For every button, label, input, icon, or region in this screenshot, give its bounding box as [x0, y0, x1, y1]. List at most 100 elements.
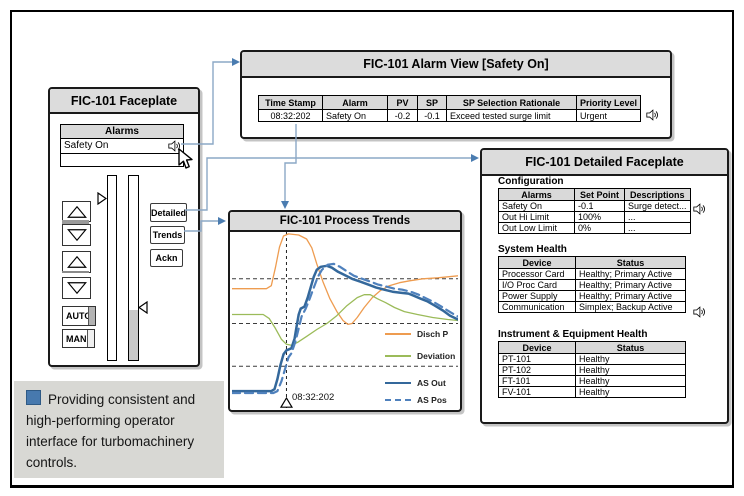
table-row[interactable]: Out Low Limit 0% ...	[498, 222, 691, 234]
col-time-stamp: Time Stamp	[258, 95, 323, 110]
table-row[interactable]: PT-102 Healthy	[498, 364, 686, 376]
alarm-row-empty	[61, 154, 183, 166]
legend-label: Disch P	[417, 329, 449, 339]
col-status: Status	[575, 256, 686, 269]
system-health-table: Device Status Processor Card Healthy; Pri…	[498, 256, 686, 313]
configuration-heading: Configuration	[498, 176, 564, 187]
detailed-faceplate-title: FIC-101 Detailed Faceplate	[482, 150, 727, 176]
man-label: MAN	[66, 333, 87, 344]
lower-out-button[interactable]	[62, 277, 91, 299]
col-device: Device	[498, 341, 576, 354]
legend-line-sample	[385, 333, 411, 335]
system-health-heading: System Health	[498, 244, 567, 255]
auto-indicator	[88, 307, 95, 325]
table-row[interactable]: Processor Card Healthy; Primary Active	[498, 268, 686, 280]
trend-plot	[232, 232, 458, 408]
table-row[interactable]: I/O Proc Card Healthy; Primary Active	[498, 279, 686, 291]
col-sp: SP	[417, 95, 447, 110]
cell-alarm: Safety On	[322, 109, 388, 122]
slider-marker-left-icon[interactable]	[138, 301, 148, 314]
lower-sp-button[interactable]	[62, 224, 91, 246]
cell-sp: -0.1	[417, 109, 447, 122]
speaker-icon[interactable]	[646, 109, 659, 121]
col-sp-rationale: SP Selection Rationale	[446, 95, 577, 110]
col-pv: PV	[387, 95, 418, 110]
caption-bullet-square	[26, 390, 41, 405]
detailed-button[interactable]: Detailed	[150, 203, 187, 222]
cell-priority: Urgent	[576, 109, 641, 122]
alarm-row-safety-on[interactable]: Safety On	[61, 139, 183, 154]
legend-line-sample	[385, 355, 411, 357]
output-slider-fill	[129, 310, 138, 360]
man-mode-button[interactable]: MAN	[62, 329, 95, 348]
speaker-icon[interactable]	[693, 306, 706, 318]
raise-out-button[interactable]	[62, 251, 91, 273]
triangle-down-icon	[66, 229, 87, 242]
alarm-table-row[interactable]: 08:32:202 Safety On -0.2 -0.1 Exceed tes…	[258, 109, 641, 122]
col-alarm: Alarm	[322, 95, 388, 110]
trend-chart: Disch P Deviation AS Out AS Pos 08:32:20…	[232, 232, 458, 408]
table-row[interactable]: FT-101 Healthy	[498, 375, 686, 387]
legend-label: AS Out	[417, 378, 446, 388]
speaker-icon[interactable]	[693, 203, 706, 215]
trends-button[interactable]: Trends	[150, 226, 185, 244]
table-row[interactable]: Communication Simplex; Backup Active	[498, 301, 686, 313]
table-row[interactable]: Power Supply Healthy; Primary Active	[498, 290, 686, 302]
pv-slider[interactable]	[107, 175, 117, 361]
cell-time-stamp: 08:32:202	[258, 109, 323, 122]
trends-button-label: Trends	[152, 230, 183, 240]
ackn-button[interactable]: Ackn	[150, 249, 183, 267]
process-trends-title: FIC-101 Process Trends	[230, 212, 460, 232]
alarm-view-title: FIC-101 Alarm View [Safety On]	[242, 52, 670, 78]
configuration-table: Alarms Set Point Descriptions Safety On …	[498, 188, 691, 234]
legend-disch-p: Disch P	[385, 329, 448, 339]
col-descriptions: Descriptions	[624, 188, 691, 201]
output-slider[interactable]	[128, 175, 139, 361]
table-row[interactable]: FV-101 Healthy	[498, 386, 686, 398]
col-device: Device	[498, 256, 576, 269]
alarm-table: Time Stamp Alarm PV SP SP Selection Rati…	[258, 95, 641, 122]
cell-pv: -0.2	[387, 109, 418, 122]
detailed-button-label: Detailed	[151, 207, 187, 218]
table-row[interactable]: PT-101 Healthy	[498, 353, 686, 365]
alarm-row-label: Safety On	[64, 140, 109, 151]
instrument-health-table: Device Status PT-101 Healthy PT-102 Health…	[498, 341, 686, 398]
legend-deviation: Deviation	[385, 351, 455, 361]
triangle-up-icon	[66, 205, 87, 218]
cursor-arrow-icon	[178, 148, 193, 169]
caption-box: Providing consistent and high-performing…	[14, 381, 224, 478]
cell-sp-rationale: Exceed tested surge limit	[446, 109, 577, 122]
faceplate-title: FIC-101 Faceplate	[50, 89, 198, 114]
legend-as-pos: AS Pos	[385, 395, 447, 405]
col-priority: Priority Level	[576, 95, 641, 110]
alarm-table-header: Time Stamp Alarm PV SP SP Selection Rati…	[258, 95, 641, 110]
faceplate-alarm-list: Alarms Safety On	[60, 124, 184, 167]
alarms-list-header: Alarms	[61, 125, 183, 139]
speaker-icon[interactable]	[168, 140, 181, 152]
triangle-up-icon	[66, 255, 87, 268]
process-trends-panel: FIC-101 Process Trends Disch P Deviation…	[228, 210, 462, 412]
auto-mode-button[interactable]: AUTO	[62, 306, 96, 326]
ackn-button-label: Ackn	[155, 253, 178, 263]
instrument-health-heading: Instrument & Equipment Health	[498, 329, 648, 340]
faceplate-panel: FIC-101 Faceplate Alarms Safety On	[48, 87, 200, 367]
slider-marker-right-icon[interactable]	[97, 192, 107, 205]
figure-border	[10, 10, 734, 488]
table-row[interactable]: Out Hi Limit 100% ...	[498, 211, 691, 223]
event-time-label: 08:32:202	[292, 392, 335, 403]
instrument-health-table-header: Device Status	[498, 341, 686, 354]
auto-label: AUTO	[66, 311, 92, 321]
legend-line-sample	[385, 382, 411, 384]
configuration-table-header: Alarms Set Point Descriptions	[498, 188, 691, 201]
col-set-point: Set Point	[574, 188, 625, 201]
detailed-faceplate-panel: FIC-101 Detailed Faceplate Configuration…	[480, 148, 729, 424]
raise-sp-button[interactable]	[62, 201, 91, 222]
col-alarms: Alarms	[498, 188, 575, 201]
table-row[interactable]: Safety On -0.1 Surge detect...	[498, 200, 691, 212]
legend-label: Deviation	[417, 351, 456, 361]
legend-line-sample	[385, 399, 411, 401]
caption-text: Providing consistent and high-performing…	[26, 392, 196, 470]
col-status: Status	[575, 341, 686, 354]
triangle-down-icon	[66, 282, 87, 295]
